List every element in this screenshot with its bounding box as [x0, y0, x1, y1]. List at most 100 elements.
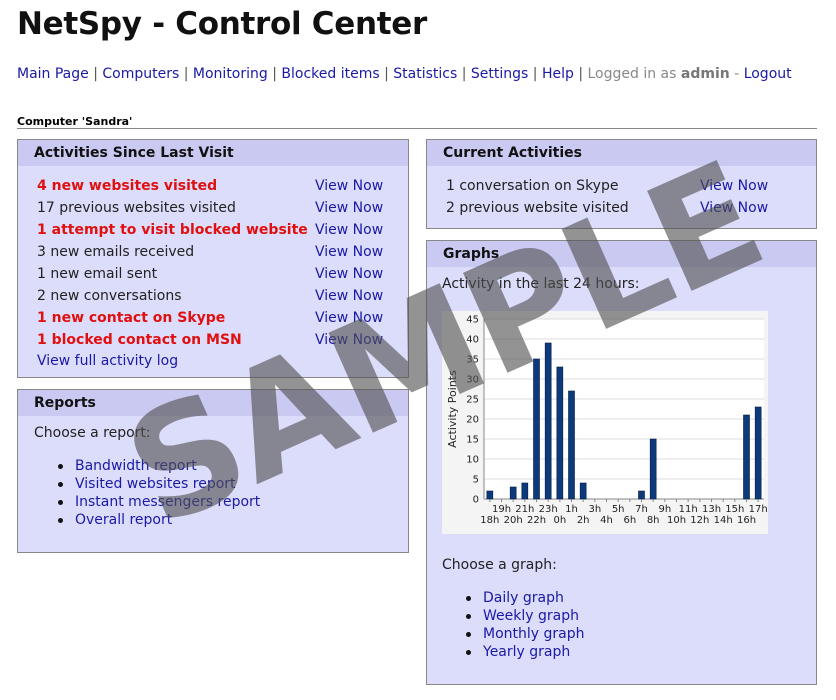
x-tick-label: 12h — [690, 515, 709, 526]
bar — [638, 490, 645, 500]
nav-separator: | — [461, 66, 471, 82]
x-tick-label: 7h — [635, 504, 648, 515]
x-tick-label: 11h — [679, 504, 698, 515]
login-prefix: Logged in as — [587, 66, 677, 82]
view-now-link[interactable]: View Now — [315, 244, 384, 260]
x-tick-label: 17h — [749, 504, 768, 515]
x-tick-label: 18h — [480, 515, 499, 526]
nav-help[interactable]: Help — [541, 66, 574, 82]
login-status: Logged in as admin - — [588, 66, 740, 82]
y-tick-label: 35 — [466, 355, 479, 366]
activity-label: 1 new email sent — [37, 266, 158, 282]
app-title: NetSpy - Control Center — [17, 6, 427, 42]
monthly-graph-link[interactable]: Monthly graph — [483, 626, 585, 642]
bar — [544, 342, 552, 500]
nav-main-page[interactable]: Main Page — [17, 66, 89, 82]
view-full-log-link[interactable]: View full activity log — [37, 353, 179, 369]
daily-graph-link[interactable]: Daily graph — [483, 590, 564, 606]
view-now-link[interactable]: View Now — [315, 266, 384, 282]
view-now-link[interactable]: View Now — [315, 332, 384, 348]
reports-title: Reports — [18, 390, 408, 416]
activity-label: 1 blocked contact on MSN — [37, 332, 242, 348]
current-label: 2 previous website visited — [446, 200, 629, 216]
bar — [743, 414, 750, 500]
x-tick-label: 21h — [515, 504, 534, 515]
x-tick-label: 15h — [725, 504, 744, 515]
main-nav: Main Page | Computers | Monitoring | Blo… — [17, 66, 792, 82]
view-now-link[interactable]: View Now — [700, 178, 769, 194]
logout-separator: - — [734, 66, 740, 82]
activity-label: 3 new emails received — [37, 244, 195, 260]
y-tick-label: 45 — [466, 315, 479, 326]
activities-panel: Activities Since Last Visit 4 new websit… — [17, 139, 409, 378]
y-tick-label: 15 — [466, 435, 479, 446]
x-tick-label: 22h — [527, 515, 546, 526]
nav-statistics[interactable]: Statistics — [393, 66, 458, 82]
activity-label: 4 new websites visited — [37, 178, 218, 194]
yearly-graph-link[interactable]: Yearly graph — [483, 644, 571, 660]
graphs-panel: Graphs Activity in the last 24 hours: 0 5… — [426, 240, 817, 685]
report-item: Instant messengers report — [53, 493, 260, 511]
activities-title: Activities Since Last Visit — [18, 140, 408, 166]
logout-link[interactable]: Logout — [743, 66, 792, 82]
nav-separator: | — [93, 66, 103, 82]
x-tick-label: 0h — [553, 515, 566, 526]
bar — [579, 482, 587, 500]
view-now-link[interactable]: View Now — [315, 288, 384, 304]
x-tick-label: 4h — [600, 515, 613, 526]
view-now-link[interactable]: View Now — [315, 222, 384, 238]
bar — [556, 366, 564, 500]
graph-item: Weekly graph — [461, 607, 585, 625]
reports-prompt: Choose a report: — [34, 425, 151, 441]
y-tick-label: 40 — [466, 335, 479, 346]
x-tick-label: 13h — [702, 504, 721, 515]
instant-messengers-report-link[interactable]: Instant messengers report — [75, 494, 261, 510]
x-tick-label: 9h — [658, 504, 671, 515]
y-axis-label: Activity Points — [446, 370, 459, 448]
view-now-link[interactable]: View Now — [315, 200, 384, 216]
computer-label: Computer 'Sandra' — [17, 115, 817, 129]
x-tick-label: 23h — [539, 504, 558, 515]
nav-separator: | — [578, 66, 588, 82]
nav-monitoring[interactable]: Monitoring — [192, 66, 268, 82]
x-tick-label: 3h — [588, 504, 601, 515]
x-tick-label: 14h — [714, 515, 733, 526]
report-item: Visited websites report — [53, 475, 260, 493]
activity-label: 1 attempt to visit blocked website — [37, 222, 308, 238]
x-tick-label: 20h — [504, 515, 523, 526]
x-tick-label: 8h — [647, 515, 660, 526]
bar — [486, 490, 494, 500]
nav-separator: | — [272, 66, 282, 82]
current-activities-title: Current Activities — [427, 140, 816, 166]
visited-websites-report-link[interactable]: Visited websites report — [75, 476, 236, 492]
weekly-graph-link[interactable]: Weekly graph — [483, 608, 579, 624]
x-tick-label: 6h — [623, 515, 636, 526]
y-tick-label: 0 — [473, 495, 479, 506]
y-tick-label: 20 — [466, 415, 479, 426]
graph-item: Daily graph — [461, 589, 585, 607]
graphs-caption: Activity in the last 24 hours: — [442, 276, 640, 292]
bar — [521, 482, 529, 500]
activity-label: 1 new contact on Skype — [37, 310, 226, 326]
bar — [509, 486, 517, 500]
bar — [533, 358, 540, 500]
graphs-title: Graphs — [427, 241, 816, 267]
nav-blocked-items[interactable]: Blocked items — [281, 66, 380, 82]
overall-report-link[interactable]: Overall report — [75, 512, 173, 528]
view-now-link[interactable]: View Now — [700, 200, 769, 216]
nav-computers[interactable]: Computers — [102, 66, 180, 82]
graph-item: Yearly graph — [461, 643, 585, 661]
activity-label: 17 previous websites visited — [37, 200, 236, 216]
graphs-prompt: Choose a graph: — [442, 557, 557, 573]
reports-panel: Reports Choose a report: Bandwidth repor… — [17, 389, 409, 553]
bandwidth-report-link[interactable]: Bandwidth report — [75, 458, 197, 474]
nav-separator: | — [532, 66, 542, 82]
nav-settings[interactable]: Settings — [470, 66, 529, 82]
view-now-link[interactable]: View Now — [315, 178, 384, 194]
y-tick-label: 25 — [466, 395, 479, 406]
x-tick-label: 1h — [565, 504, 578, 515]
x-tick-label: 2h — [577, 515, 590, 526]
y-tick-label: 10 — [466, 455, 479, 466]
view-now-link[interactable]: View Now — [315, 310, 384, 326]
